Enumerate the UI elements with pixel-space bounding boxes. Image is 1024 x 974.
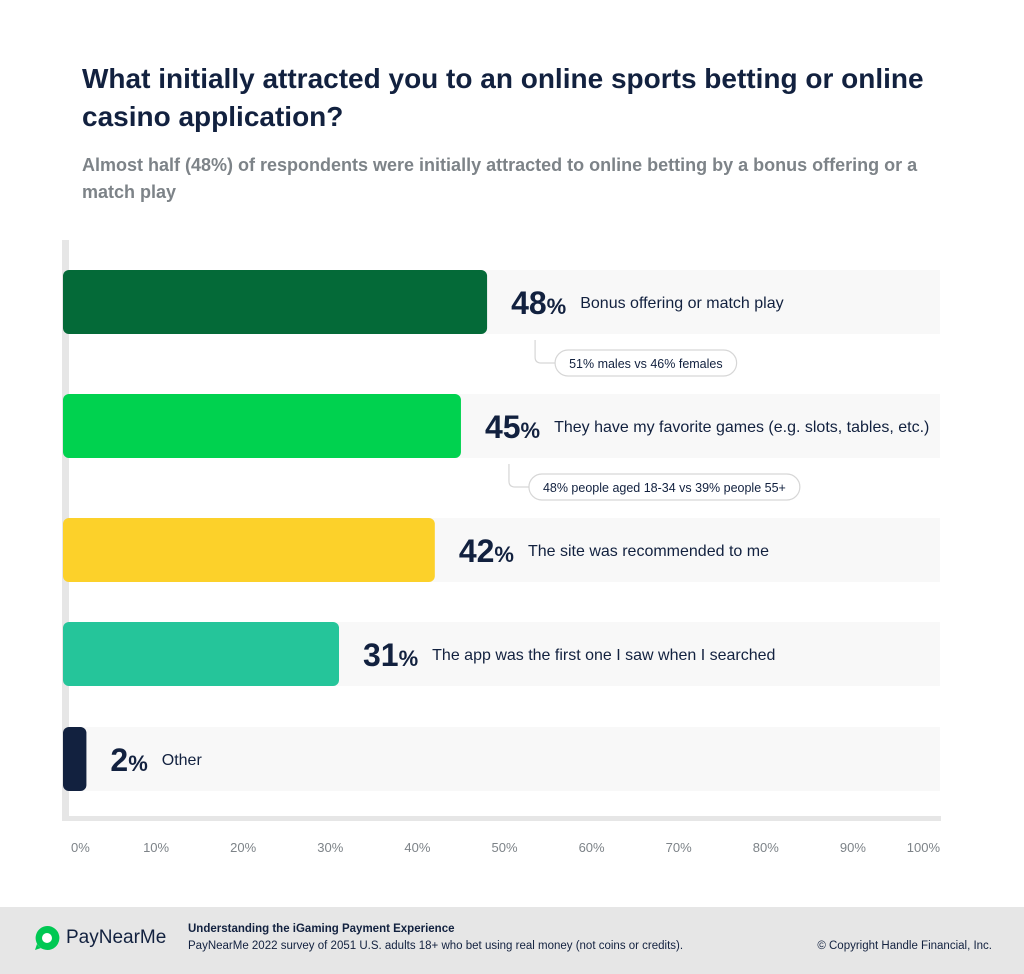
bar-category-label: They have my favorite games (e.g. slots,… <box>554 419 929 436</box>
paynearme-logo-icon <box>35 925 60 950</box>
bar <box>63 518 435 582</box>
bar-value-label: 45% <box>485 409 540 445</box>
bar-category-label: Other <box>162 752 203 769</box>
bar-value-label: 2% <box>110 742 147 778</box>
bar-value-label: 31% <box>363 637 418 673</box>
x-axis-line <box>62 816 941 821</box>
x-tick-label: 50% <box>491 840 517 855</box>
bar-category-label: Bonus offering or match play <box>580 295 783 312</box>
footer-title: Understanding the iGaming Payment Experi… <box>188 923 455 935</box>
x-tick-label: 0% <box>71 840 90 855</box>
bar-category-label: The site was recommended to me <box>528 543 769 560</box>
bar <box>63 727 87 791</box>
footer-copyright: © Copyright Handle Financial, Inc. <box>817 940 992 952</box>
callout-text: 51% males vs 46% females <box>569 357 723 371</box>
callout-pill <box>528 473 801 501</box>
x-tick-label: 90% <box>840 840 866 855</box>
chart-subtitle: Almost half (48%) of respondents were in… <box>82 155 918 202</box>
footer: PayNearMe Understanding the iGaming Paym… <box>0 907 1024 974</box>
chart-title: What initially attracted you to an onlin… <box>82 63 924 132</box>
bar <box>63 394 461 458</box>
x-tick-label: 80% <box>753 840 779 855</box>
logo-text: PayNearMe <box>66 927 167 948</box>
x-tick-label: 100% <box>907 840 941 855</box>
bar <box>63 270 488 334</box>
x-tick-label: 10% <box>143 840 169 855</box>
x-tick-label: 60% <box>579 840 605 855</box>
paynearme-logo: PayNearMe <box>34 925 166 951</box>
callout-pill <box>554 349 738 377</box>
x-tick-label: 20% <box>230 840 256 855</box>
x-tick-label: 70% <box>666 840 692 855</box>
bar-value-label: 42% <box>459 533 514 569</box>
bar-value-label: 48% <box>511 285 566 321</box>
callout-connector <box>508 464 529 488</box>
callout-connector <box>534 340 556 364</box>
callout-text: 48% people aged 18-34 vs 39% people 55+ <box>543 481 786 495</box>
footer-source: PayNearMe 2022 survey of 2051 U.S. adult… <box>188 940 684 952</box>
x-tick-label: 40% <box>404 840 430 855</box>
bar <box>63 622 340 686</box>
bar-track <box>69 727 940 791</box>
x-tick-label: 30% <box>317 840 343 855</box>
bar-category-label: The app was the first one I saw when I s… <box>432 647 775 664</box>
bar-chart: 48% Bonus offering or match play 51% males… <box>62 240 941 855</box>
